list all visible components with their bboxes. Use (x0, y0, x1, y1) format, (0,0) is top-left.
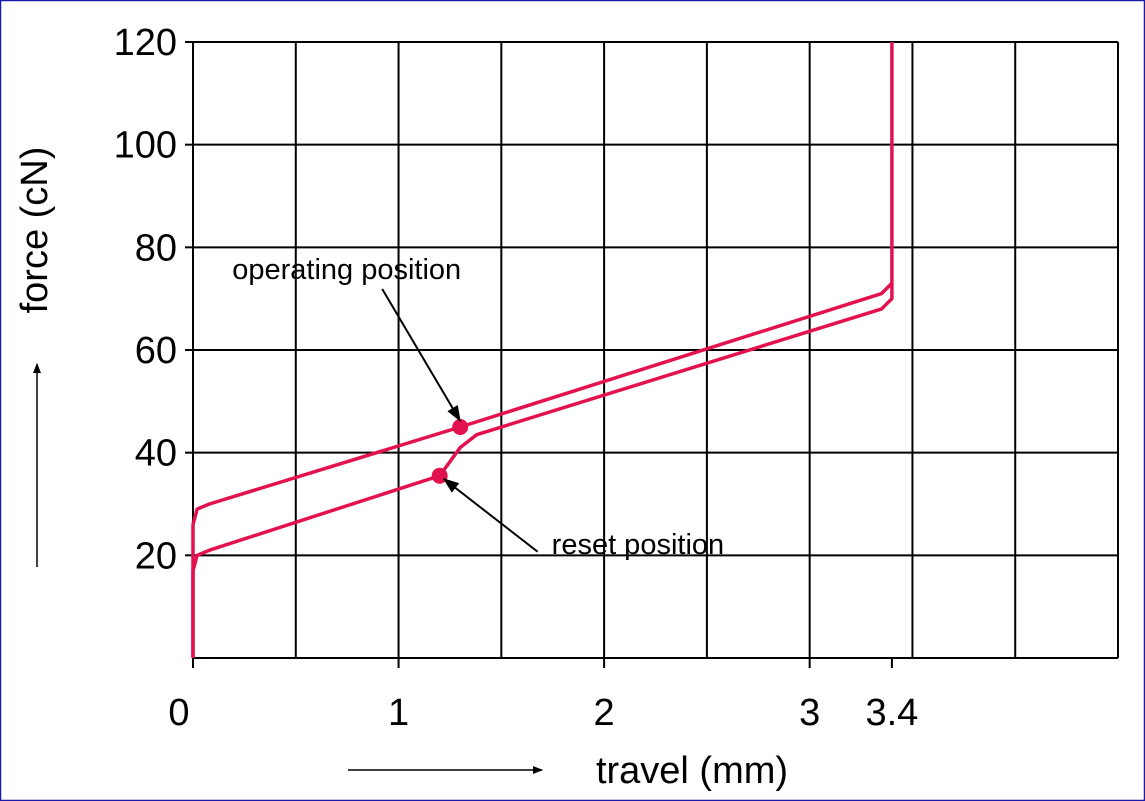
x-tick-label: 3 (799, 692, 820, 734)
x-tick-label: 3.4 (865, 692, 918, 734)
y-tick-label: 100 (114, 125, 177, 167)
y-tick-label: 80 (135, 227, 177, 269)
curve (191, 283, 894, 658)
x-tick-label: 2 (594, 692, 615, 734)
y-axis-label: force (cN) (14, 147, 56, 314)
annotation-arrow (442, 477, 539, 553)
annotation-text: reset position (552, 529, 725, 561)
point-marker (452, 419, 469, 435)
y-tick-label: 20 (135, 535, 177, 577)
x-tick-label: 0 (168, 692, 189, 734)
annotation-text: operating position (232, 254, 461, 286)
x-tick-label: 1 (388, 692, 409, 734)
y-tick-label: 120 (114, 22, 177, 64)
y-tick-label: 40 (135, 433, 177, 475)
annotation-arrow (381, 288, 462, 422)
y-tick-label: 60 (135, 330, 177, 372)
point-marker (431, 467, 448, 484)
x-axis-label: travel (mm) (596, 750, 788, 792)
